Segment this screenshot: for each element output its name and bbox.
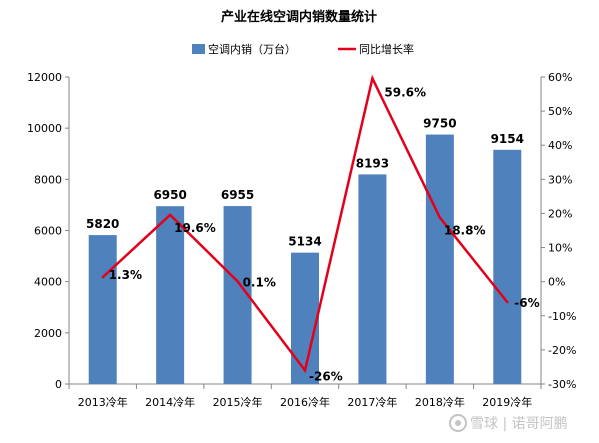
data-labels: 5820 6950 6955 5134 8193 9750 9154 1.3% 19.6% 0.1… [86,85,540,383]
bar [493,149,522,384]
x-tick-label: 2019冷年 [482,395,532,409]
right-tick-label: 50% [548,105,572,118]
right-tick-label: 20% [548,207,572,220]
bar [291,252,319,384]
bar [156,206,185,384]
legend-bar-label: 空调内销（万台） [208,42,296,56]
left-tick-label: 0 [55,378,62,391]
line-point [303,369,307,372]
growth-rate-label: -26% [309,369,343,383]
x-tick-label: 2015冷年 [213,395,263,409]
bar-value-label: 6955 [221,188,254,202]
right-tick-label: 40% [548,139,572,152]
right-tick-label: -30% [548,378,576,391]
x-tick-label: 2018冷年 [415,395,465,409]
left-tick-label: 2000 [34,327,62,340]
left-tick-label: 4000 [34,276,62,289]
right-tick-label: 10% [548,242,572,255]
x-tick-label: 2016冷年 [280,395,330,409]
snowball-logo-icon [449,414,467,432]
bar [425,134,454,384]
growth-rate-label: 0.1% [243,275,276,289]
growth-rate-label: 1.3% [109,268,142,282]
growth-line-group [101,74,509,374]
bar-value-label: 5134 [288,235,321,249]
x-tick-label: 2014冷年 [145,395,195,409]
chart-title: 产业在线空调内销数量统计 [221,9,377,25]
growth-rate-label: 19.6% [174,221,216,235]
legend-line-label: 同比增长率 [359,42,414,56]
bar [88,235,117,384]
right-tick-label: -10% [548,310,576,323]
bar-value-label: 9154 [491,132,524,146]
right-tick-label: 0% [548,276,565,289]
bar-value-label: 8193 [356,156,389,170]
legend-bar-swatch [192,44,205,54]
right-tick-label: -20% [548,344,576,357]
line-point [506,300,509,304]
line-point [371,77,374,80]
bar [358,174,387,384]
line-point [101,276,104,279]
watermark-text: 雪球 | 诺哥阿鹏 [470,416,568,432]
left-tick-label: 10000 [27,122,62,135]
line-point [236,280,239,283]
bars [88,134,522,384]
growth-rate-label: 59.6% [384,85,426,99]
bar-value-label: 6950 [153,188,186,202]
bar-value-label: 5820 [86,217,119,231]
legend: 空调内销（万台） 同比增长率 [192,42,414,56]
x-tick-label: 2017冷年 [347,395,397,409]
line-point [438,216,442,219]
growth-rate-label: -6% [514,296,539,310]
bar-value-label: 9750 [423,117,456,131]
left-tick-label: 8000 [34,173,62,186]
line-point [168,213,172,217]
x-tick-label: 2013冷年 [78,395,128,409]
left-tick-label: 12000 [27,71,62,84]
right-tick-label: 60% [548,71,572,84]
left-tick-label: 6000 [34,225,62,238]
watermark: 雪球 | 诺哥阿鹏 [449,414,568,432]
growth-rate-label: 18.8% [444,224,486,238]
right-tick-label: 30% [548,173,572,186]
axes: 0 2000 4000 6000 8000 10000 12000 -30% -20% -10% 0… [27,71,576,409]
